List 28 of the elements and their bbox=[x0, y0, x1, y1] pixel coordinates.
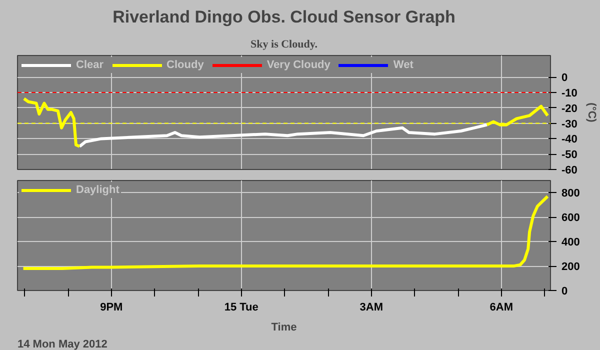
y-tick-label: -60 bbox=[562, 164, 578, 176]
y-tick-label: -30 bbox=[562, 118, 578, 130]
y-tick-label: -20 bbox=[562, 102, 578, 115]
legend-label: Daylight bbox=[76, 184, 120, 196]
x-tick-label: 6AM bbox=[490, 302, 514, 314]
x-tick-label: 15 Tue bbox=[224, 302, 258, 314]
y-tick-label: 200 bbox=[562, 261, 580, 274]
y-tick-label: 0 bbox=[562, 286, 568, 298]
line-series bbox=[22, 194, 550, 270]
y-tick-label: -40 bbox=[562, 134, 578, 146]
y-tick-label: 0 bbox=[562, 72, 568, 84]
x-tick-label: 9PM bbox=[100, 302, 123, 314]
x-tick-label: 3AM bbox=[360, 302, 384, 314]
legend-label: Very Cloudy bbox=[266, 59, 330, 71]
line-series bbox=[78, 123, 488, 148]
y-axis-title: (°C) bbox=[585, 102, 598, 123]
legend-label: Wet bbox=[393, 59, 414, 71]
y-tick-label: 600 bbox=[562, 212, 580, 224]
x-axis-title: Time bbox=[271, 322, 297, 334]
chart-subtitle: Sky is Cloudy. bbox=[250, 38, 318, 50]
y-tick-label: 400 bbox=[562, 236, 580, 249]
legend-label: Cloudy bbox=[166, 59, 204, 71]
y-tick-label: 800 bbox=[562, 188, 580, 200]
y-tick-label: -10 bbox=[562, 87, 578, 100]
y-tick-label: -50 bbox=[562, 149, 578, 162]
legend-label: Clear bbox=[76, 59, 104, 71]
text: 14 Mon May 2012 bbox=[18, 338, 108, 350]
chart-title: Riverland Dingo Obs. Cloud Sensor Graph bbox=[112, 8, 456, 26]
